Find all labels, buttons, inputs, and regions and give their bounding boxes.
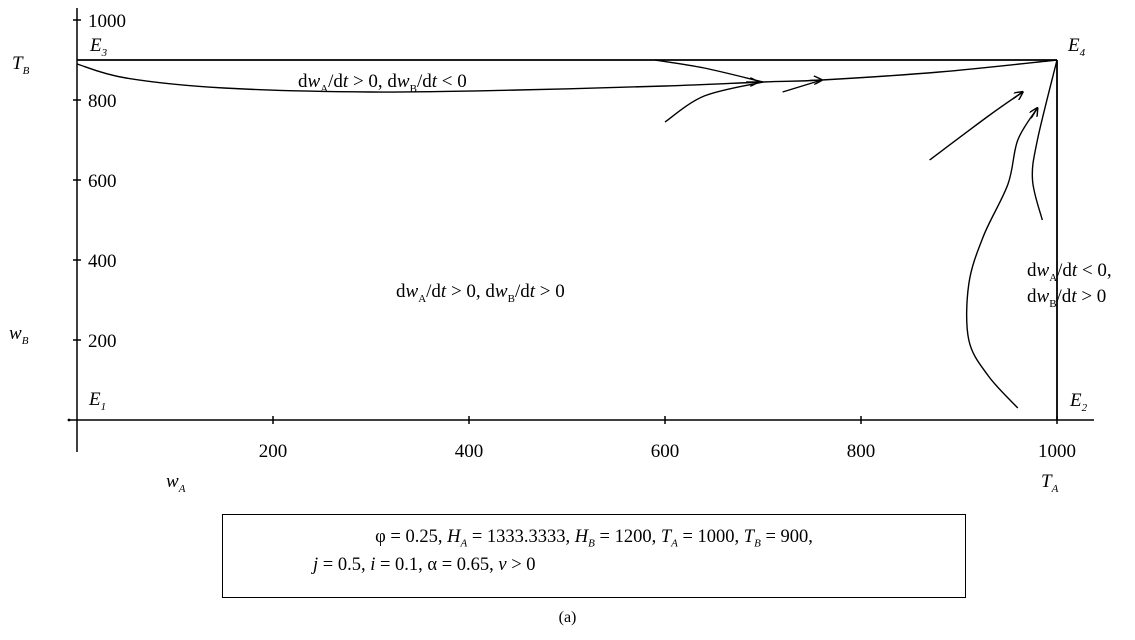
y-tick-label: 800 <box>88 91 117 112</box>
region-label-1-line-1: dwA/dt > 0, dwB/dt < 0 <box>298 71 467 95</box>
x-tick-label: 400 <box>455 441 484 462</box>
trajectory-1 <box>76 59 1058 93</box>
x-axis-title: wA <box>166 471 186 495</box>
ta-label: TA <box>1041 471 1059 495</box>
x-tick-label: 200 <box>259 441 288 462</box>
y-tick-label: 400 <box>88 251 117 272</box>
origin-dot <box>67 418 71 422</box>
y-tick-label: 200 <box>88 331 117 352</box>
equilibrium-label-e3: E3 <box>89 35 108 59</box>
trajectories <box>76 59 1058 409</box>
trajectory-3 <box>664 81 764 123</box>
parameters-line-1: φ = 0.25, HA = 1333.3333, HB = 1200, TA … <box>375 527 813 550</box>
parameters-box: φ = 0.25, HA = 1333.3333, HB = 1200, TA … <box>222 514 966 598</box>
equilibrium-label-e1: E1 <box>88 389 106 413</box>
parameters-line-2: j = 0.5, i = 0.1, α = 0.65, v > 0 <box>313 555 536 575</box>
y-axis-title: wB <box>9 323 29 347</box>
trajectory-5 <box>929 91 1024 161</box>
x-tick-label: 600 <box>651 441 680 462</box>
region-label-3-line-2: dwB/dt > 0 <box>1027 286 1106 310</box>
equilibrium-label-e2: E2 <box>1069 390 1088 414</box>
axes: 200 400 600 800 1000 200 400 600 800 1000 <box>67 8 1094 462</box>
y-tick-label: 1000 <box>88 11 126 32</box>
trajectory-7 <box>1031 59 1058 221</box>
y-tick-label: 600 <box>88 171 117 192</box>
region-label-2-line-1: dwA/dt > 0, dwB/dt > 0 <box>396 281 565 305</box>
equilibrium-label-e4: E4 <box>1067 35 1086 59</box>
trajectory-4 <box>782 79 823 93</box>
tb-label: TB <box>12 53 30 77</box>
trajectory-arrow <box>1012 92 1023 99</box>
labels: wA wB TA TB E1 E2 E3 E4 dwA/dt > 0, dwB/dt < 0 dw… <box>9 35 1112 495</box>
trajectory-arrow <box>1031 108 1037 119</box>
boundary-lines <box>77 59 1058 420</box>
figure-caption: (a) <box>558 609 577 626</box>
x-tick-label: 800 <box>847 441 876 462</box>
trajectory-6 <box>965 107 1038 409</box>
region-label-3-line-1: dwA/dt < 0, <box>1027 260 1112 284</box>
x-tick-label: 1000 <box>1038 441 1076 462</box>
trajectory-2 <box>655 59 764 83</box>
